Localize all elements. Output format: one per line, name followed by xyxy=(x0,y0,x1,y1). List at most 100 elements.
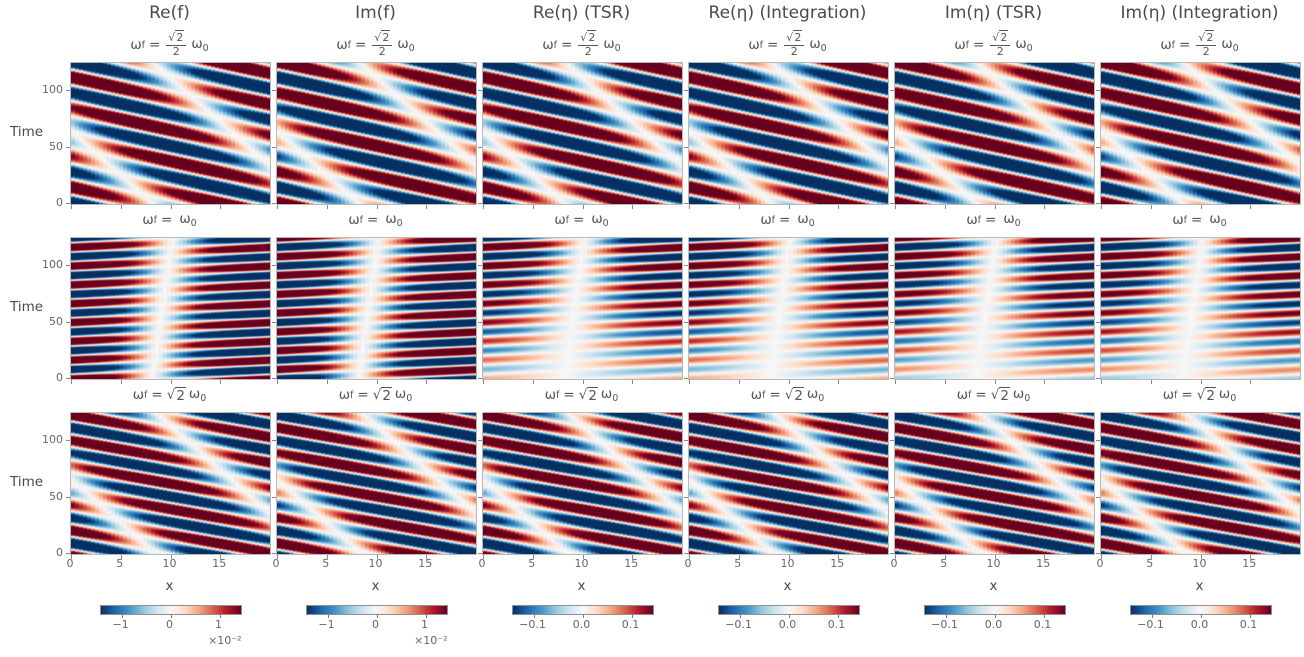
radicand: 2 xyxy=(1205,30,1215,45)
omega-f-subscript: f xyxy=(565,214,569,226)
y-axis-label-row3: Time xyxy=(10,473,44,490)
omega0-group: ω0 xyxy=(603,36,620,54)
omega0-symbol: ω xyxy=(1003,211,1015,227)
y-tick-mark-2 xyxy=(684,90,688,92)
y-tick-mark-0 xyxy=(684,203,688,204)
heatmap-panel-row2-im-eta-integration xyxy=(1096,237,1301,384)
colorbar-tick-label-re-eta-tsr-2: 0.1 xyxy=(621,618,640,631)
omega0-subscript: 0 xyxy=(408,43,415,54)
y-tick-mark-1 xyxy=(684,496,688,498)
omega0-subscript: 0 xyxy=(1014,218,1021,229)
x-tick-mark-3 xyxy=(632,555,634,559)
heatmap-image-row2-re-eta-tsr xyxy=(483,238,682,379)
radical-sign: √ xyxy=(168,31,176,45)
x-tick-label-re-f-10: 10 xyxy=(162,557,177,570)
colorbar-tick-label-re-f-1: 0 xyxy=(166,618,173,631)
fraction-denominator: 2 xyxy=(584,44,592,58)
heatmap-panel-row2-re-eta-integration xyxy=(684,237,889,384)
radical-sign: √ xyxy=(1196,387,1206,403)
omega-f-subscript: f xyxy=(759,39,763,51)
radicand: 2 xyxy=(381,386,392,404)
subplot-title-row2-im-f: ω f = ω0 xyxy=(276,207,475,233)
omega-f-symbol: ω xyxy=(336,37,348,53)
colorbar-tick-mark-1 xyxy=(376,615,378,618)
y-tick-mark-2 xyxy=(66,440,70,442)
heatmap-panel-row1-im-f xyxy=(272,62,477,209)
subplot-title-row2-re-f: ω f = ω0 xyxy=(70,207,269,233)
colorbar-tick-label-im-f-0: −1 xyxy=(318,618,335,631)
omega0-symbol: ω xyxy=(1012,386,1025,402)
colorbar-tick-mark-1 xyxy=(582,615,584,618)
radicand: 2 xyxy=(999,386,1010,404)
fraction-denominator: 2 xyxy=(378,44,386,58)
x-tick-mark-0 xyxy=(483,555,484,559)
y-tick-label-row1-100: 100 xyxy=(42,83,63,97)
y-tick-mark-0 xyxy=(1096,378,1100,379)
radicand: 2 xyxy=(793,30,803,45)
y-tick-mark-0 xyxy=(66,378,70,379)
x-tick-label-im-f-5: 5 xyxy=(322,557,330,570)
subplot-title-row2-im-eta-tsr: ω f = ω0 xyxy=(894,207,1093,233)
y-tick-mark-1 xyxy=(66,496,70,498)
x-axis-label-re-eta-integration: x xyxy=(783,578,792,594)
x-tick-mark-0 xyxy=(71,205,72,209)
fraction-numerator: √2 xyxy=(166,30,187,46)
subplot-title-row1-im-f: ω f = √2 2 ω0 xyxy=(276,30,475,58)
y-tick-mark-1 xyxy=(1096,496,1100,498)
x-tick-mark-1 xyxy=(944,380,946,384)
colorbar-tick-mark-2 xyxy=(1043,615,1045,618)
y-tick-mark-0 xyxy=(478,203,482,204)
omega0-group: ω0 xyxy=(189,386,206,404)
omega-f-symbol: ω xyxy=(954,37,966,53)
omega-f-subscript: f xyxy=(771,214,775,226)
omega0-subscript: 0 xyxy=(1230,393,1237,404)
y-tick-mark-0 xyxy=(684,378,688,379)
equals-sign: = xyxy=(573,212,585,228)
heatmap-image-row3-im-eta-tsr xyxy=(895,413,1094,554)
y-tick-mark-1 xyxy=(66,146,70,148)
omega-f-subscript: f xyxy=(1171,39,1175,51)
omega-f-symbol: ω xyxy=(348,212,360,228)
radical-sign: √ xyxy=(990,387,1000,403)
equals-sign: = xyxy=(367,212,379,228)
x-tick-mark-3 xyxy=(426,380,428,384)
heatmap-panel-row2-im-f xyxy=(272,237,477,384)
omega-f-symbol: ω xyxy=(966,212,978,228)
omega-f-subscript: f xyxy=(1183,214,1187,226)
equals-sign: = xyxy=(766,37,779,53)
x-tick-mark-2 xyxy=(1200,555,1202,559)
x-axis-label-im-eta-integration: x xyxy=(1195,578,1204,594)
colorbar-im-eta-integration xyxy=(1129,605,1272,618)
x-tick-label-re-eta-tsr-15: 15 xyxy=(624,557,639,570)
omega-f-subscript: f xyxy=(359,214,363,226)
omega0-group: ω0 xyxy=(1209,211,1226,229)
omega0-group: ω0 xyxy=(1003,211,1020,229)
radical-sign: √ xyxy=(166,387,176,403)
x-axis-label-re-f: x xyxy=(165,578,174,594)
omega-f-symbol: ω xyxy=(338,387,351,403)
y-tick-mark-2 xyxy=(66,265,70,267)
subplot-title-row1-im-eta-integration: ω f = √2 2 ω0 xyxy=(1100,30,1299,58)
x-tick-mark-2 xyxy=(1200,380,1202,384)
heatmap-panel-row1-re-eta-integration xyxy=(684,62,889,209)
radical-sign: √ xyxy=(1198,31,1206,45)
y-tick-mark-2 xyxy=(1096,265,1100,267)
heatmap-image-row2-re-eta-integration xyxy=(689,238,888,379)
heatmap-image-row3-re-f xyxy=(71,413,270,554)
x-tick-mark-3 xyxy=(1044,205,1046,209)
x-tick-label-im-eta-integration-5: 5 xyxy=(1146,557,1154,570)
x-tick-mark-1 xyxy=(120,205,122,209)
y-axis-label-row2: Time xyxy=(10,298,44,315)
fraction-numerator: √2 xyxy=(990,30,1011,46)
y-tick-label-row3-0: 0 xyxy=(56,546,63,559)
omega-f-subscript: f xyxy=(965,39,969,51)
x-tick-mark-3 xyxy=(1250,380,1252,384)
y-tick-mark-1 xyxy=(478,496,482,498)
omega0-symbol: ω xyxy=(1218,386,1231,402)
equals-sign: = xyxy=(148,37,161,53)
y-tick-mark-2 xyxy=(478,90,482,92)
equals-sign: = xyxy=(779,212,791,228)
x-tick-mark-3 xyxy=(838,380,840,384)
colorbar-re-eta-integration xyxy=(717,605,860,618)
omega0-subscript: 0 xyxy=(614,43,621,54)
